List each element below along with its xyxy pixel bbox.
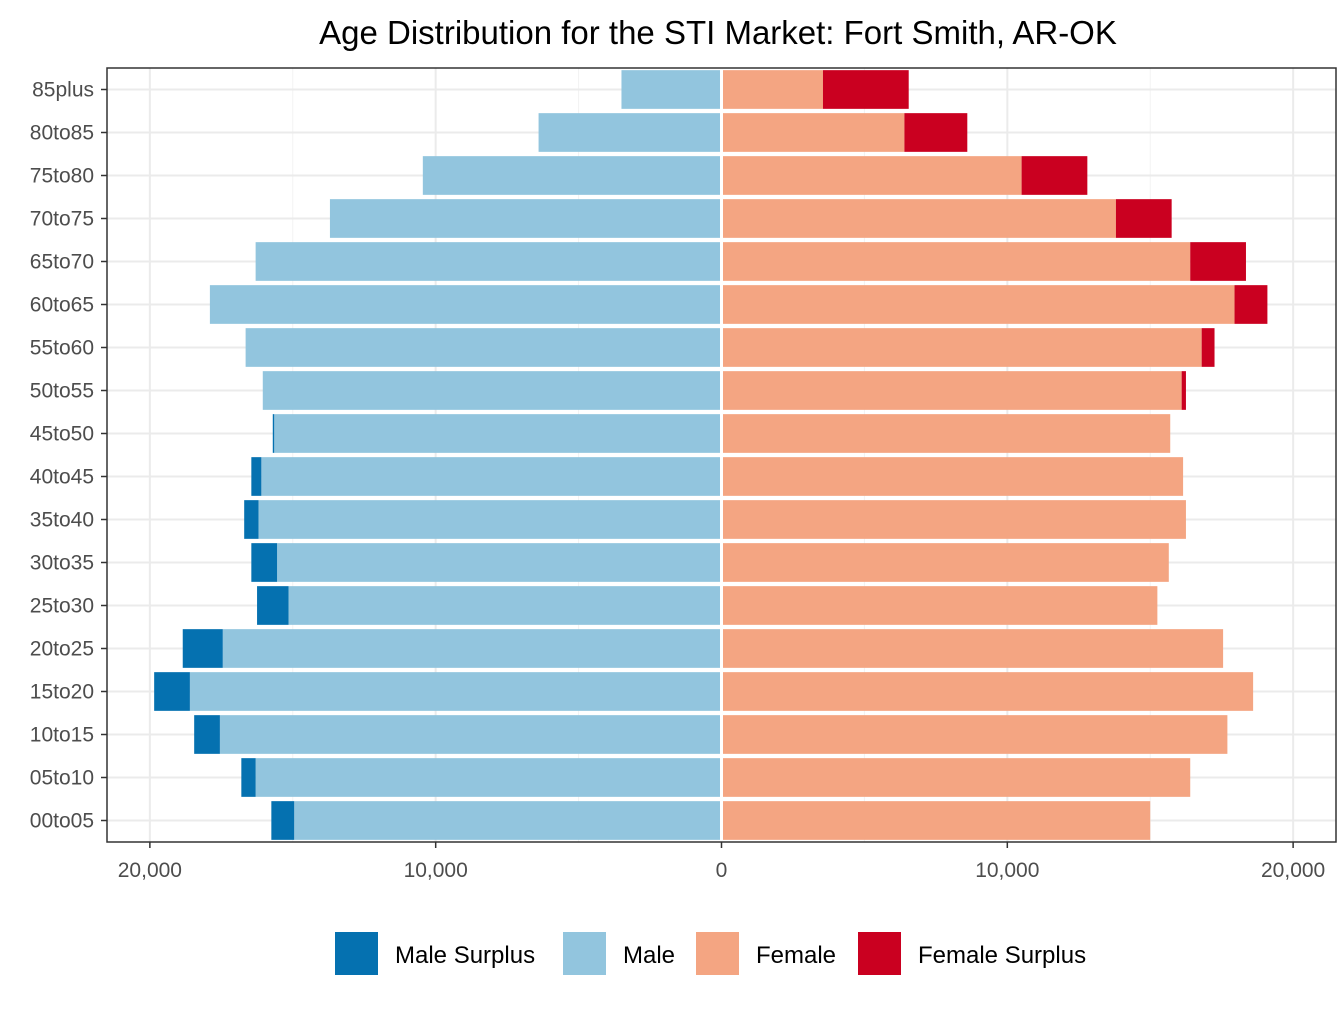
y-tick-label: 60to65 [30, 294, 94, 317]
x-tick-label: 20,000 [1261, 859, 1325, 882]
y-tick-label: 10to15 [30, 724, 94, 747]
legend-label-female: Female [756, 942, 836, 969]
y-axis: 00to05 05to10 10to15 15to20 20to25 25to30 30to… [30, 79, 107, 833]
male-surplus-bar-15to20 [154, 672, 190, 711]
female-bar-10to15 [721, 715, 1228, 754]
y-tick-label: 20to25 [30, 638, 94, 661]
y-tick-label: 80to85 [30, 122, 94, 145]
y-tick-label: 50to55 [30, 380, 94, 403]
legend: Male Surplus Male Female Female Surplus [335, 932, 1086, 975]
female-bar-35to40 [721, 500, 1186, 539]
x-tick-label: 10,000 [404, 859, 468, 882]
male-bar-40to45 [261, 457, 722, 496]
female-surplus-bar-65to70 [1190, 242, 1246, 281]
male-bar-00to05 [294, 801, 722, 840]
male-bar-80to85 [538, 113, 722, 152]
male-bar-85plus [621, 70, 722, 109]
x-tick-label: 20,000 [118, 859, 182, 882]
male-surplus-bar-40to45 [251, 457, 262, 496]
male-bar-35to40 [258, 500, 722, 539]
legend-label-male-surplus: Male Surplus [395, 942, 535, 969]
male-surplus-bar-10to15 [194, 715, 220, 754]
female-bar-15to20 [721, 672, 1254, 711]
male-surplus-bar-25to30 [257, 586, 289, 625]
male-bar-25to30 [288, 586, 722, 625]
female-bar-05to10 [721, 758, 1191, 797]
male-surplus-bar-20to25 [182, 629, 223, 668]
female-bar-80to85 [721, 113, 905, 152]
male-surplus-bar-35to40 [244, 500, 259, 539]
chart-title: Age Distribution for the STI Market: For… [319, 14, 1117, 51]
female-surplus-bar-55to60 [1201, 328, 1215, 367]
female-bar-85plus [721, 70, 823, 109]
plot-border [106, 67, 1337, 843]
x-axis: 20,000 10,000 0 10,000 20,000 [118, 842, 1325, 882]
y-tick-label: 75to80 [30, 165, 94, 188]
female-bar-60to65 [721, 285, 1235, 324]
female-surplus-bar-75to80 [1021, 156, 1088, 195]
male-bar-55to60 [245, 328, 722, 367]
male-bar-45to50 [274, 414, 722, 453]
legend-label-female-surplus: Female Surplus [918, 942, 1086, 969]
male-bar-70to75 [329, 199, 722, 238]
male-bar-10to15 [219, 715, 722, 754]
y-tick-label: 40to45 [30, 466, 94, 489]
y-tick-label: 00to05 [30, 810, 94, 833]
y-tick-label: 30to35 [30, 552, 94, 575]
legend-label-male: Male [623, 942, 675, 969]
y-tick-label: 45to50 [30, 423, 94, 446]
female-bar-40to45 [721, 457, 1184, 496]
female-surplus-bar-85plus [822, 70, 909, 109]
male-bar-15to20 [189, 672, 722, 711]
bars [154, 68, 1268, 842]
female-surplus-bar-50to55 [1181, 371, 1186, 410]
y-tick-label: 70to75 [30, 208, 94, 231]
female-bar-75to80 [721, 156, 1022, 195]
female-bar-65to70 [721, 242, 1191, 281]
male-bar-60to65 [209, 285, 722, 324]
y-tick-label: 65to70 [30, 251, 94, 274]
male-bar-65to70 [255, 242, 722, 281]
male-bar-75to80 [422, 156, 722, 195]
y-tick-label: 25to30 [30, 595, 94, 618]
male-surplus-bar-05to10 [241, 758, 256, 797]
y-tick-label: 55to60 [30, 337, 94, 360]
female-bar-20to25 [721, 629, 1224, 668]
male-surplus-bar-00to05 [271, 801, 295, 840]
female-surplus-bar-60to65 [1234, 285, 1268, 324]
female-bar-30to35 [721, 543, 1169, 582]
y-tick-label: 85plus [32, 79, 94, 102]
male-bar-05to10 [255, 758, 722, 797]
female-bar-45to50 [721, 414, 1171, 453]
legend-key-female-surplus [858, 932, 901, 975]
male-bar-50to55 [262, 371, 722, 410]
male-surplus-bar-45to50 [272, 414, 275, 453]
x-tick-label: 0 [716, 859, 728, 882]
y-tick-label: 15to20 [30, 681, 94, 704]
female-bar-70to75 [721, 199, 1116, 238]
male-surplus-bar-30to35 [251, 543, 278, 582]
y-tick-label: 35to40 [30, 509, 94, 532]
y-tick-label: 05to10 [30, 767, 94, 790]
female-bar-55to60 [721, 328, 1202, 367]
female-surplus-bar-70to75 [1115, 199, 1172, 238]
male-bar-30to35 [277, 543, 722, 582]
legend-key-female [696, 932, 739, 975]
female-bar-50to55 [721, 371, 1182, 410]
legend-key-male [563, 932, 606, 975]
x-tick-label: 10,000 [975, 859, 1039, 882]
female-surplus-bar-80to85 [904, 113, 968, 152]
male-bar-20to25 [222, 629, 722, 668]
female-bar-25to30 [721, 586, 1158, 625]
female-bar-00to05 [721, 801, 1151, 840]
legend-key-male-surplus [335, 932, 378, 975]
